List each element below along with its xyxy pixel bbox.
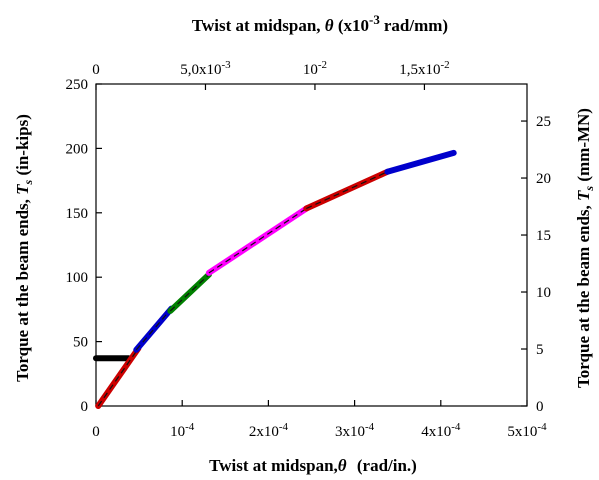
series-dash-1 bbox=[97, 347, 139, 407]
top-tick-label: 5,0x10-3 bbox=[180, 59, 231, 78]
left-axis-ticks: 0 50 100 150 200 250 bbox=[66, 77, 102, 415]
left-tick-label: 150 bbox=[66, 206, 89, 222]
right-tick-label: 5 bbox=[536, 342, 544, 358]
bottom-tick-label: 0 bbox=[92, 424, 100, 440]
bottom-tick-label: 4x10-4 bbox=[421, 421, 461, 440]
top-axis-ticks: 0 5,0x10-3 10-2 1,5x10-2 bbox=[92, 59, 450, 90]
top-axis-title: Twist at midspan, θ (x10-3 rad/mm) bbox=[192, 12, 448, 35]
bottom-tick-label: 10-4 bbox=[170, 421, 195, 440]
top-tick-label: 10-2 bbox=[303, 59, 327, 78]
left-tick-label: 0 bbox=[81, 399, 89, 415]
top-tick-label: 0 bbox=[92, 62, 100, 78]
right-tick-label: 20 bbox=[536, 171, 551, 187]
series-dash-5 bbox=[306, 171, 388, 210]
top-tick-label: 1,5x10-2 bbox=[399, 59, 449, 78]
series-dash-3 bbox=[169, 274, 210, 312]
right-axis-ticks: 0 5 10 15 20 25 bbox=[521, 114, 551, 415]
left-tick-label: 200 bbox=[66, 141, 89, 157]
bottom-tick-label: 5x10-4 bbox=[507, 421, 547, 440]
right-tick-label: 15 bbox=[536, 228, 551, 244]
right-axis-title: Torque at the beam ends, Ts (mm-MN) bbox=[574, 108, 597, 388]
bottom-axis-title: Twist at midspan,θ (rad/in.) bbox=[209, 456, 417, 475]
right-tick-label: 0 bbox=[536, 399, 544, 415]
series-segment-2 bbox=[133, 305, 175, 353]
series-segment-4 bbox=[205, 205, 311, 276]
plot-frame bbox=[95, 83, 528, 407]
series-segment-6 bbox=[384, 149, 457, 175]
bottom-tick-label: 2x10-4 bbox=[249, 421, 289, 440]
bottom-axis-ticks: 0 10-4 2x10-4 3x10-4 4x10-4 5x10-4 bbox=[92, 400, 547, 440]
data-series bbox=[93, 149, 457, 409]
left-tick-label: 250 bbox=[66, 77, 89, 93]
left-axis-title: Torque at the beam ends, Ts (in-kips) bbox=[13, 114, 36, 382]
right-tick-label: 10 bbox=[536, 285, 551, 301]
left-tick-label: 100 bbox=[66, 270, 89, 286]
right-tick-label: 25 bbox=[536, 114, 551, 130]
series-dash-2 bbox=[135, 308, 172, 351]
bottom-tick-label: 3x10-4 bbox=[335, 421, 375, 440]
left-tick-label: 50 bbox=[73, 335, 88, 351]
